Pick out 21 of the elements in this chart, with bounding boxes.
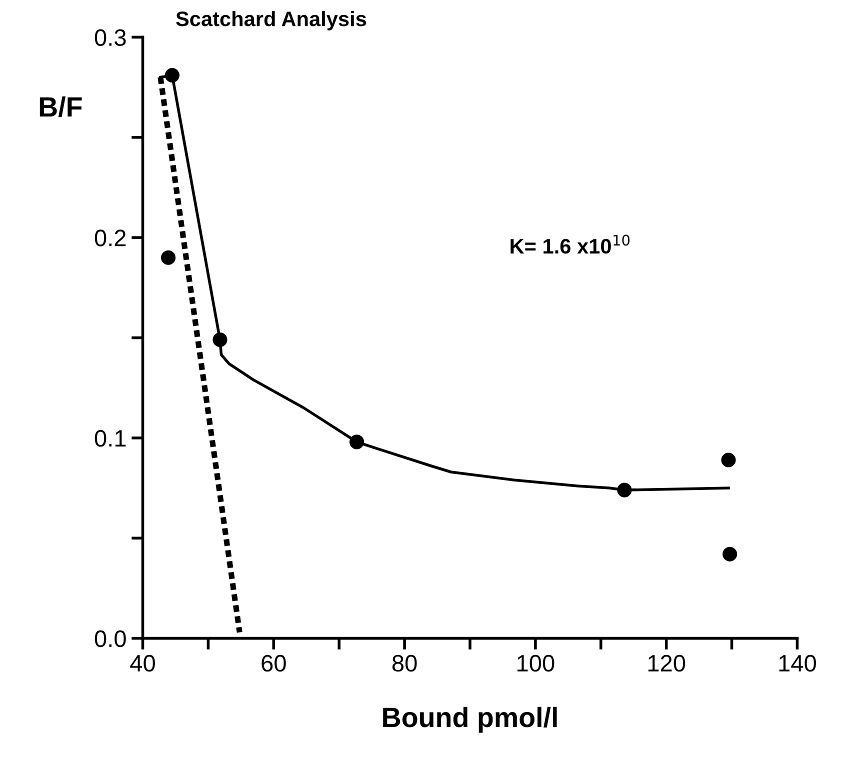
y-tick-label: 0.3: [94, 29, 126, 46]
point: [722, 546, 738, 562]
chart-title: Scatchard Analysis: [176, 10, 366, 30]
point: [164, 68, 180, 83]
point: [721, 452, 736, 468]
point: [212, 332, 228, 348]
point: [161, 250, 176, 265]
annotation: K= 1.6 x10$^{10}$: [510, 234, 630, 254]
x-axis-title: Bound pmol/l: [383, 706, 557, 733]
x-tick-label: 40: [130, 654, 155, 672]
x-tick-label: 140: [779, 654, 816, 672]
y-tick-label: 0.0: [94, 630, 126, 648]
point: [349, 434, 364, 450]
point: [617, 482, 632, 498]
y-tick-label: 0.1: [94, 430, 126, 447]
x-tick-label: 60: [262, 654, 286, 672]
x-tick-label: 120: [648, 654, 686, 672]
x-tick-label: 100: [518, 654, 554, 672]
x-tick-label: 80: [392, 654, 417, 672]
y-axis-title: B/F: [40, 96, 82, 118]
y-tick-label: 0.2: [94, 230, 126, 246]
